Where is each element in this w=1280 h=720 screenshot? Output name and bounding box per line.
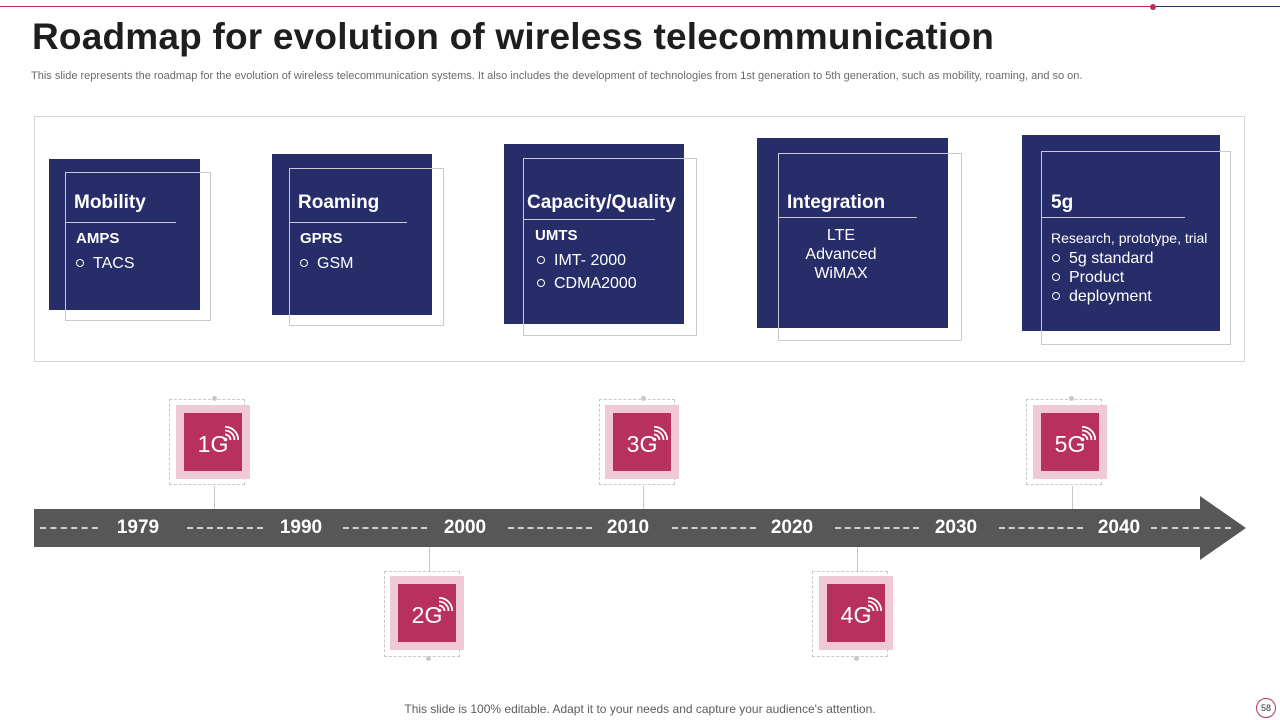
- badge-connector-line: [857, 547, 858, 571]
- card-list-item: Product: [1052, 269, 1124, 287]
- connector-dot: [212, 396, 217, 401]
- badge-connector-line: [214, 486, 215, 509]
- timeline-dash: [187, 527, 263, 529]
- generation-label: 1G: [197, 430, 229, 457]
- timeline-dash: [508, 527, 592, 529]
- card-5g-outline: [1041, 151, 1231, 345]
- card-list-item: TACS: [76, 255, 134, 273]
- bullet-icon: [537, 256, 545, 264]
- timeline-year: 2030: [934, 517, 978, 538]
- card-list-item: CDMA2000: [537, 275, 637, 293]
- timeline-dash: [672, 527, 756, 529]
- card-subheading-umts: UMTS: [535, 227, 578, 244]
- card-heading-5g: 5g: [1051, 192, 1074, 213]
- wifi-signal-icon: [437, 597, 453, 613]
- card-integration-lines: LTE Advanced WiMAX: [781, 226, 901, 283]
- connector-dot: [641, 396, 646, 401]
- timeline-year: 1979: [116, 517, 160, 538]
- cards-frame: [34, 116, 1245, 362]
- slide-footer: This slide is 100% editable. Adapt it to…: [404, 702, 876, 716]
- connector-dot: [854, 656, 859, 661]
- bullet-icon: [537, 279, 545, 287]
- page-number: 58: [1256, 698, 1276, 718]
- bullet-icon: [1052, 273, 1060, 281]
- wifi-signal-icon: [866, 597, 882, 613]
- card-list-item: deployment: [1052, 288, 1152, 306]
- top-accent-dot: [1150, 4, 1156, 10]
- connector-dot: [426, 656, 431, 661]
- card-capacity-outline: [523, 158, 697, 336]
- card-mobility-background: [49, 159, 200, 310]
- badge-connector-line: [643, 486, 644, 509]
- card-integration-background: [757, 138, 948, 328]
- generation-label: 4G: [840, 601, 872, 628]
- timeline-dash: [835, 527, 919, 529]
- card-heading-capacity-quality: Capacity/Quality: [527, 192, 676, 213]
- card-subheading-gprs: GPRS: [300, 230, 343, 247]
- wifi-signal-icon: [1080, 426, 1096, 442]
- timeline-dash: [40, 527, 98, 529]
- generation-badge-4g: 4G: [819, 576, 893, 650]
- card-5g-intro: Research, prototype, trial: [1051, 230, 1208, 246]
- wifi-signal-icon: [652, 426, 668, 442]
- badge-connector-line: [429, 547, 430, 571]
- card-roaming-background: [272, 154, 432, 315]
- timeline-year: 2020: [770, 517, 814, 538]
- top-accent-line: [0, 6, 1152, 7]
- card-integration-outline: [778, 153, 962, 341]
- timeline-year: 2000: [443, 517, 487, 538]
- card-list-item: IMT- 2000: [537, 252, 626, 270]
- card-mobility-outline: [65, 172, 211, 321]
- card-list-item: 5g standard: [1052, 250, 1154, 268]
- bullet-icon: [300, 259, 308, 267]
- timeline-dash: [999, 527, 1083, 529]
- generation-badge-1g: 1G: [176, 405, 250, 479]
- card-list-item: GSM: [300, 255, 353, 273]
- card-divider: [66, 222, 176, 223]
- card-heading-roaming: Roaming: [298, 192, 380, 213]
- card-divider: [290, 222, 407, 223]
- card-roaming-outline: [289, 168, 444, 326]
- timeline-year: 1990: [279, 517, 323, 538]
- card-capacity-background: [504, 144, 684, 324]
- card-line-wimax: WiMAX: [814, 265, 868, 282]
- timeline-year: 2010: [606, 517, 650, 538]
- generation-badge-3g: 3G: [605, 405, 679, 479]
- card-heading-integration: Integration: [787, 192, 886, 213]
- card-divider: [1042, 217, 1185, 218]
- card-line-advanced: Advanced: [805, 246, 877, 263]
- card-line-lte: LTE: [826, 227, 856, 244]
- connector-dot: [1069, 396, 1074, 401]
- card-heading-mobility: Mobility: [74, 192, 146, 213]
- badge-connector-line: [1072, 486, 1073, 509]
- wifi-signal-icon: [223, 426, 239, 442]
- bullet-icon: [1052, 254, 1060, 262]
- bullet-icon: [76, 259, 84, 267]
- slide-title: Roadmap for evolution of wireless teleco…: [32, 16, 995, 57]
- generation-badge-2g: 2G: [390, 576, 464, 650]
- timeline-year: 2040: [1097, 517, 1141, 538]
- timeline-dash: [1151, 527, 1231, 529]
- card-divider: [524, 219, 655, 220]
- generation-badge-5g: 5G: [1033, 405, 1107, 479]
- timeline-dash: [343, 527, 427, 529]
- card-subheading-amps: AMPS: [76, 230, 120, 247]
- card-divider: [779, 217, 917, 218]
- generation-label: 3G: [626, 430, 658, 457]
- generation-label: 2G: [411, 601, 443, 628]
- bullet-icon: [1052, 292, 1060, 300]
- top-accent-line-right: [1156, 6, 1280, 7]
- generation-label: 5G: [1054, 430, 1086, 457]
- slide-subtitle: This slide represents the roadmap for th…: [31, 70, 1083, 82]
